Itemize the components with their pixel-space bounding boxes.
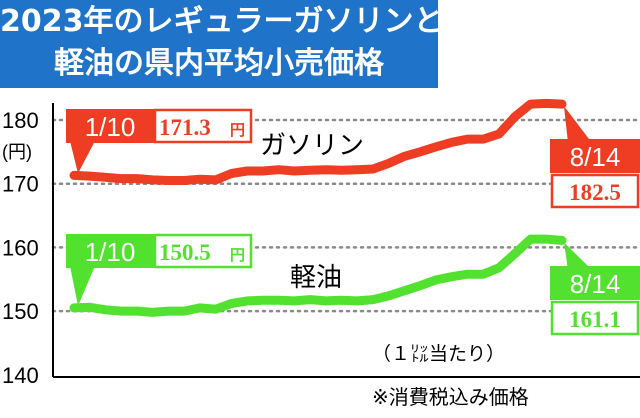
gasoline-start-unit: 円 — [230, 121, 245, 139]
gasoline-end-value: 182.5 — [569, 180, 621, 205]
gasoline-start-pointer — [70, 141, 95, 174]
footnote: ※消費税込み価格 — [372, 385, 529, 409]
gasoline-end-date-box — [550, 139, 640, 173]
series-line-1 — [69, 234, 567, 317]
title-line-2: 軽油の県内平均小売価格 — [54, 46, 384, 81]
y-tick-labels: 180 170 160 150 140 — [2, 108, 39, 388]
gasoline-start-date: 1/10 — [85, 112, 136, 142]
series-lines — [69, 98, 567, 317]
diesel-start-date: 1/10 — [85, 237, 136, 267]
diesel-end-date-box — [550, 266, 640, 300]
gasoline-start-value-box — [153, 108, 253, 144]
diesel-end-date: 8/14 — [570, 269, 621, 299]
gasoline-series-name: ガソリン — [260, 131, 364, 161]
series-line-0 — [69, 98, 567, 185]
diesel-start-pointer — [70, 266, 95, 306]
diesel-start-unit: 円 — [230, 246, 245, 264]
y-tick-label-180: 180 — [2, 108, 39, 133]
diesel-end-value: 161.1 — [569, 307, 621, 332]
axes — [52, 103, 640, 378]
diesel-series-name: 軽油 — [290, 263, 342, 293]
diesel-start-value-box — [153, 233, 253, 269]
gasoline-end-value-box — [550, 173, 640, 209]
unit-note: （１㍑当たり） — [372, 343, 505, 365]
diesel-end-pointer — [564, 242, 592, 270]
gasoline-start-date-box — [66, 109, 154, 143]
title-banner: 2023年のレギュラーガソリンと 軽油の県内平均小売価格 — [0, 0, 444, 88]
y-tick-label-140: 140 — [2, 363, 39, 388]
diesel-start-value: 150.5 — [159, 240, 211, 265]
gasoline-end-date: 8/14 — [570, 142, 621, 172]
y-tick-label-170: 170 — [2, 172, 39, 197]
diesel-end-value-box — [550, 300, 640, 336]
y-tick-label-160: 160 — [2, 235, 39, 260]
diesel-start-date-box — [66, 234, 154, 268]
gasoline-start-value: 171.3 — [159, 115, 211, 140]
y-axis-unit-label: (円) — [2, 142, 32, 162]
title-line-1: 2023年のレギュラーガソリンと — [0, 4, 444, 39]
gasoline-end-pointer — [564, 106, 592, 143]
y-tick-label-150: 150 — [2, 299, 39, 324]
